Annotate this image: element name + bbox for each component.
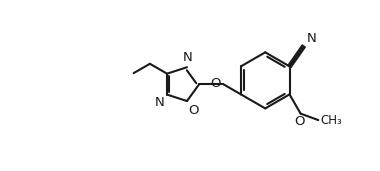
Text: O: O: [188, 104, 198, 117]
Text: CH₃: CH₃: [320, 114, 342, 127]
Text: N: N: [155, 96, 164, 109]
Text: O: O: [294, 115, 305, 128]
Text: N: N: [306, 32, 316, 45]
Text: O: O: [211, 77, 221, 90]
Text: N: N: [183, 51, 193, 64]
